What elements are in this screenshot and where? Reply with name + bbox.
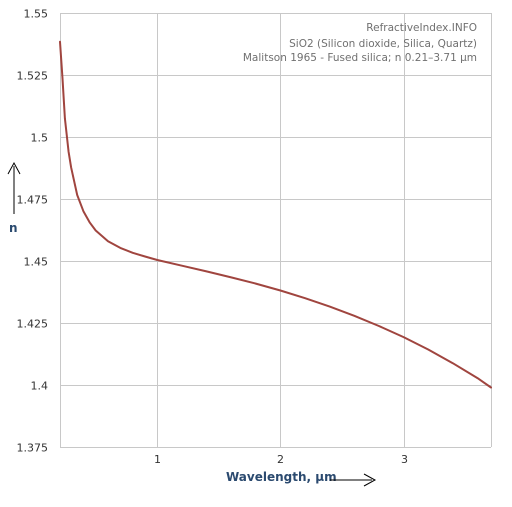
y-tick-label: 1.5 — [31, 132, 49, 145]
x-axis-arrow-icon — [330, 473, 377, 487]
y-axis-arrow-icon — [7, 161, 21, 214]
y-tick-label: 1.425 — [17, 318, 49, 331]
y-tick-label: 1.475 — [17, 194, 49, 207]
series-group — [59, 40, 492, 389]
tick-labels: 1.375 1.4 1.425 1.45 1.475 1.5 1.525 1.55 1 2 3 — [17, 8, 409, 467]
annotations: RefractiveIndex.INFO SiO2 (Silicon dioxi… — [243, 22, 477, 64]
x-tick-label: 1 — [154, 453, 161, 466]
annotation-line-2: SiO2 (Silicon dioxide, Silica, Quartz) — [289, 38, 477, 50]
y-axis-title: n — [9, 221, 18, 235]
annotation-line-3: Malitson 1965 - Fused silica; n 0.21–3.7… — [243, 52, 477, 64]
annotation-line-1: RefractiveIndex.INFO — [366, 22, 477, 34]
grid — [60, 13, 492, 448]
y-tick-label: 1.4 — [31, 380, 49, 393]
x-tick-label: 3 — [401, 453, 408, 466]
x-tick-label: 2 — [277, 453, 284, 466]
y-tick-label: 1.525 — [17, 70, 49, 83]
x-axis-title: Wavelength, µm — [226, 470, 337, 484]
y-tick-label: 1.45 — [24, 256, 49, 269]
y-tick-label: 1.375 — [17, 442, 49, 455]
y-tick-label: 1.55 — [24, 8, 49, 21]
series-line — [59, 40, 492, 389]
